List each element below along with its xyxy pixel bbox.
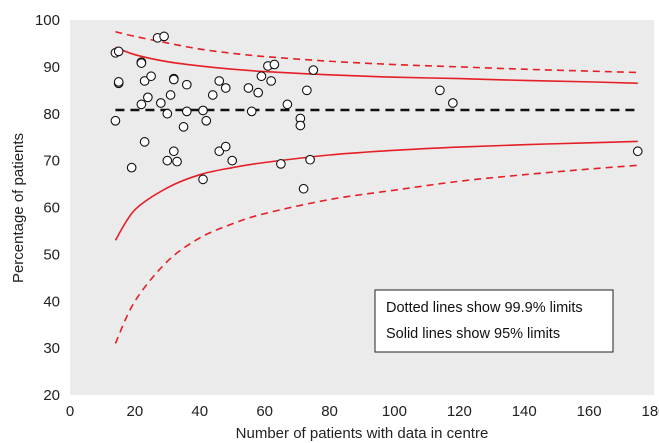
- data-point: [181, 106, 192, 117]
- x-tick-label: 140: [512, 403, 537, 420]
- data-point: [143, 92, 153, 103]
- x-axis-title: Number of patients with data in centre: [236, 425, 489, 442]
- data-point: [253, 87, 264, 98]
- limit-lines: [114, 30, 638, 344]
- data-point: [113, 77, 124, 87]
- data-point: [214, 76, 225, 86]
- data-point: [295, 120, 306, 131]
- legend-line-95: Solid lines show 95% limits: [386, 326, 560, 342]
- data-point: [136, 58, 147, 68]
- y-tick-label: 100: [35, 12, 60, 29]
- y-tick-label: 50: [43, 246, 60, 263]
- data-point: [155, 98, 166, 108]
- data-point: [435, 85, 445, 96]
- data-point: [181, 79, 192, 90]
- data-point: [298, 183, 309, 194]
- x-axis-ticks: 0 20 40 60 80 100 120 140 160 180: [66, 403, 659, 420]
- data-point: [282, 99, 293, 110]
- data-point: [246, 106, 257, 117]
- data-point: [266, 76, 277, 86]
- data-points: [110, 31, 643, 194]
- data-point: [243, 83, 254, 93]
- y-tick-label: 40: [43, 293, 60, 310]
- data-point: [220, 141, 231, 152]
- data-point: [126, 162, 137, 173]
- data-point: [136, 99, 147, 110]
- lower-99-9-limit-line: [114, 164, 638, 344]
- data-point: [207, 90, 218, 100]
- legend-line-99-9: Dotted lines show 99.9% limits: [386, 300, 583, 316]
- data-point: [110, 115, 121, 126]
- y-axis-title: Percentage of patients: [10, 133, 27, 283]
- data-point: [227, 155, 238, 166]
- data-point: [214, 146, 225, 157]
- data-point: [178, 122, 189, 132]
- data-point: [159, 31, 169, 42]
- y-tick-label: 30: [43, 340, 60, 357]
- data-point: [301, 85, 312, 96]
- data-point: [632, 146, 643, 157]
- x-tick-label: 120: [447, 403, 472, 420]
- data-point: [220, 83, 231, 93]
- data-point: [162, 108, 173, 119]
- y-tick-label: 20: [43, 387, 60, 404]
- y-tick-label: 80: [43, 106, 60, 123]
- data-point: [172, 156, 182, 167]
- data-point: [198, 174, 208, 185]
- data-point: [198, 105, 208, 116]
- data-point: [305, 154, 315, 165]
- data-point: [165, 90, 176, 100]
- data-point: [139, 137, 150, 147]
- x-tick-label: 180: [641, 403, 659, 420]
- data-point: [139, 76, 150, 86]
- y-tick-label: 90: [43, 59, 60, 76]
- x-tick-label: 100: [382, 403, 407, 420]
- data-point: [162, 155, 173, 166]
- data-point: [256, 71, 267, 82]
- y-tick-label: 60: [43, 200, 60, 217]
- data-point: [113, 46, 124, 57]
- x-tick-label: 80: [321, 403, 338, 420]
- data-point: [308, 65, 319, 76]
- y-axis-ticks: 20 30 40 50 60 70 80 90 100: [35, 12, 60, 404]
- y-tick-label: 70: [43, 153, 60, 170]
- x-tick-label: 40: [191, 403, 208, 420]
- data-point: [168, 146, 179, 157]
- x-tick-label: 60: [256, 403, 273, 420]
- x-tick-label: 160: [577, 403, 602, 420]
- x-tick-label: 20: [127, 403, 144, 420]
- legend-frame: [374, 289, 614, 353]
- data-point: [168, 74, 179, 85]
- data-point: [269, 59, 280, 70]
- data-point: [276, 159, 286, 169]
- legend-annotation: Dotted lines show 99.9% limits Solid lin…: [374, 289, 614, 353]
- x-tick-label: 0: [66, 403, 74, 420]
- data-point: [146, 71, 156, 82]
- data-point: [201, 115, 212, 126]
- data-point: [447, 98, 458, 108]
- upper-99-9-limit-line: [115, 30, 638, 74]
